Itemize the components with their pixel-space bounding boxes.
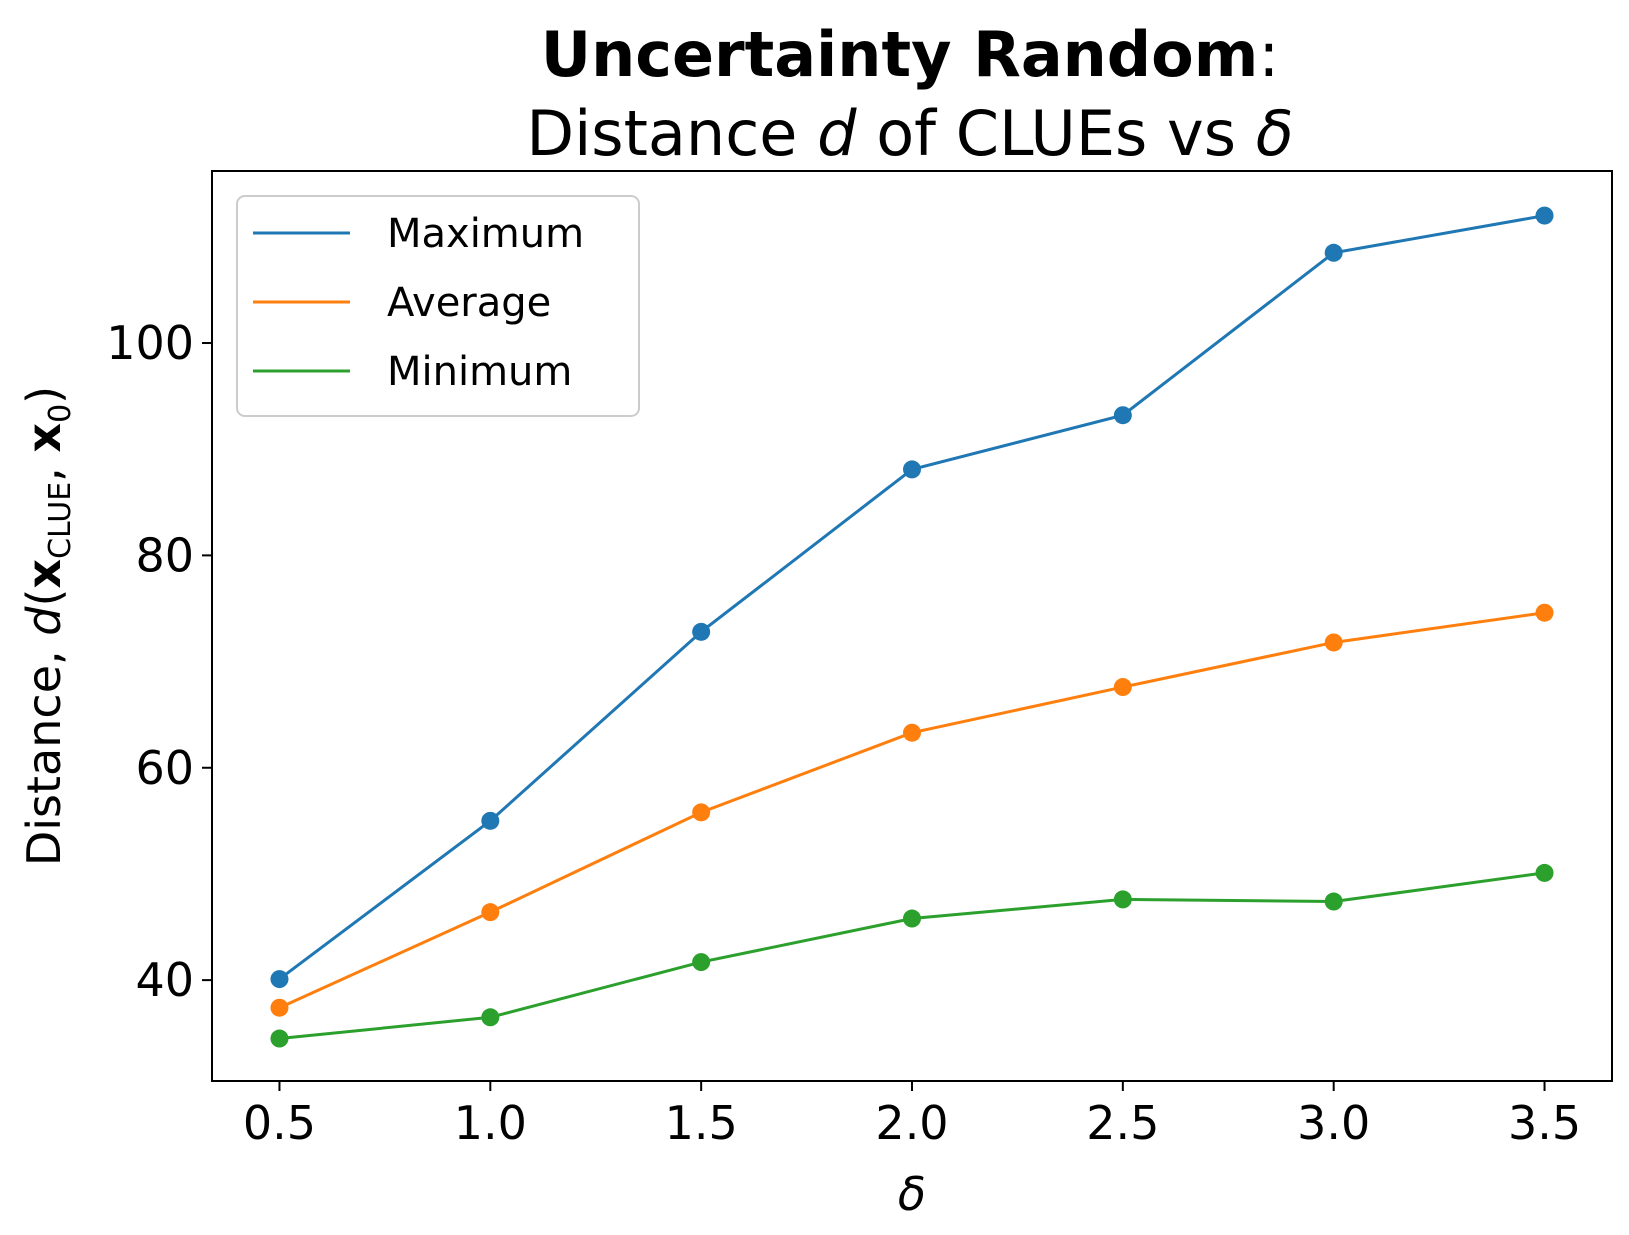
data-point-maximum (1324, 243, 1343, 262)
data-point-average (1535, 603, 1554, 622)
data-point-maximum (481, 811, 500, 830)
data-point-minimum (481, 1008, 500, 1027)
legend-label-maximum: Maximum (387, 211, 584, 257)
chart-title-bold: Uncertainty Random (541, 18, 1259, 91)
y-axis-label-d: d (17, 606, 71, 636)
data-point-minimum (692, 953, 711, 972)
data-point-minimum (1113, 890, 1132, 909)
x-tick-label: 3.0 (1297, 1096, 1370, 1150)
chart-subtitle-delta: δ (1256, 97, 1294, 170)
x-tick-label: 1.0 (454, 1096, 527, 1150)
x-axis-label: δ (898, 1167, 926, 1221)
legend-box (236, 195, 640, 417)
x-tick-label: 2.0 (875, 1096, 948, 1150)
data-point-maximum (1535, 206, 1554, 225)
series-line-average (278, 611, 1545, 1010)
data-point-average (481, 903, 500, 922)
y-tick-label: 100 (106, 316, 194, 370)
y-axis-label-x2-sub: 0 (43, 404, 78, 423)
chart-title-colon: : (1258, 18, 1279, 91)
legend-label-minimum: Minimum (387, 349, 572, 395)
y-axis-label-prefix: Distance, (17, 636, 71, 866)
data-point-maximum (692, 622, 711, 641)
y-tick-label: 80 (135, 528, 194, 582)
data-point-minimum (270, 1029, 289, 1048)
y-axis-label-comma: , (17, 453, 71, 482)
legend: Maximum Average Minimum (236, 195, 640, 417)
chart-subtitle-d: d (817, 97, 857, 170)
chart-subtitle-mid: of CLUEs vs (857, 97, 1256, 170)
y-axis-label-x2: x (17, 423, 71, 453)
y-axis-label-x1-sub: CLUE (43, 482, 78, 559)
chart-subtitle: Distance d of CLUEs vs δ (526, 97, 1293, 170)
series-line-minimum (279, 871, 1545, 1041)
data-point-average (692, 803, 711, 822)
data-point-minimum (903, 909, 921, 928)
x-tick-label: 1.5 (665, 1096, 738, 1150)
data-point-minimum (1324, 892, 1343, 911)
data-point-average (903, 723, 921, 742)
y-tick-label: 60 (135, 741, 194, 795)
y-axis-ticks: 40 60 80 100 (106, 316, 212, 1007)
x-tick-label: 3.5 (1508, 1096, 1581, 1150)
data-point-maximum (270, 970, 289, 989)
data-point-minimum (1535, 863, 1554, 882)
chart-title: Uncertainty Random: (541, 18, 1280, 91)
x-tick-label: 2.5 (1086, 1096, 1159, 1150)
data-point-maximum (903, 460, 921, 479)
y-axis-label-open: ( (17, 589, 71, 607)
data-point-average (1113, 678, 1132, 697)
y-axis-label: Distance, d(xCLUE, x0) (17, 386, 78, 866)
x-tick-label: 0.5 (243, 1096, 316, 1150)
legend-label-average: Average (387, 280, 551, 326)
y-tick-label: 40 (135, 953, 194, 1007)
y-axis-label-x1: x (17, 559, 71, 589)
y-axis-label-close: ) (17, 386, 71, 404)
x-axis-ticks: 0.5 1.0 1.5 2.0 2.5 3.0 3.5 (243, 1081, 1581, 1150)
data-point-average (1324, 633, 1343, 652)
data-point-maximum (1113, 406, 1132, 425)
series-layer (270, 206, 1554, 1048)
chart-subtitle-pre: Distance (526, 97, 817, 170)
data-point-average (270, 998, 289, 1017)
